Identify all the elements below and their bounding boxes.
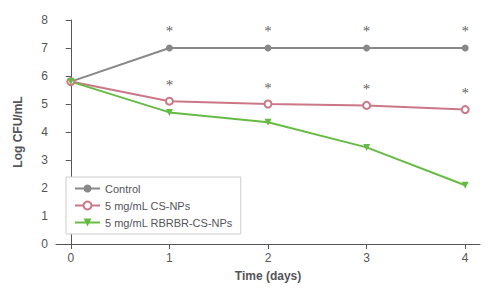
svg-text:Log CFU/mL: Log CFU/mL (11, 96, 25, 167)
svg-text:3: 3 (41, 153, 48, 167)
svg-text:0: 0 (67, 251, 74, 265)
svg-text:1: 1 (166, 251, 173, 265)
svg-text:*: * (363, 23, 371, 39)
svg-text:7: 7 (41, 41, 48, 55)
svg-text:*: * (264, 80, 272, 96)
svg-text:2: 2 (265, 251, 272, 265)
svg-text:*: * (461, 23, 469, 39)
svg-text:8: 8 (41, 13, 48, 27)
svg-text:Time (days): Time (days) (235, 269, 301, 283)
svg-text:4: 4 (462, 251, 469, 265)
svg-text:*: * (461, 85, 469, 101)
svg-text:2: 2 (41, 181, 48, 195)
svg-text:4: 4 (41, 125, 48, 139)
svg-text:*: * (363, 81, 371, 97)
svg-text:3: 3 (363, 251, 370, 265)
svg-text:Control: Control (105, 183, 140, 195)
svg-text:5 mg/mL CS-NPs: 5 mg/mL CS-NPs (105, 200, 191, 212)
svg-text:*: * (264, 23, 272, 39)
svg-text:*: * (166, 23, 174, 39)
svg-text:5 mg/mL RBRBR-CS-NPs: 5 mg/mL RBRBR-CS-NPs (105, 217, 233, 229)
svg-text:5: 5 (41, 97, 48, 111)
svg-text:6: 6 (41, 69, 48, 83)
svg-text:*: * (166, 77, 174, 93)
svg-text:0: 0 (41, 237, 48, 251)
svg-text:1: 1 (41, 209, 48, 223)
